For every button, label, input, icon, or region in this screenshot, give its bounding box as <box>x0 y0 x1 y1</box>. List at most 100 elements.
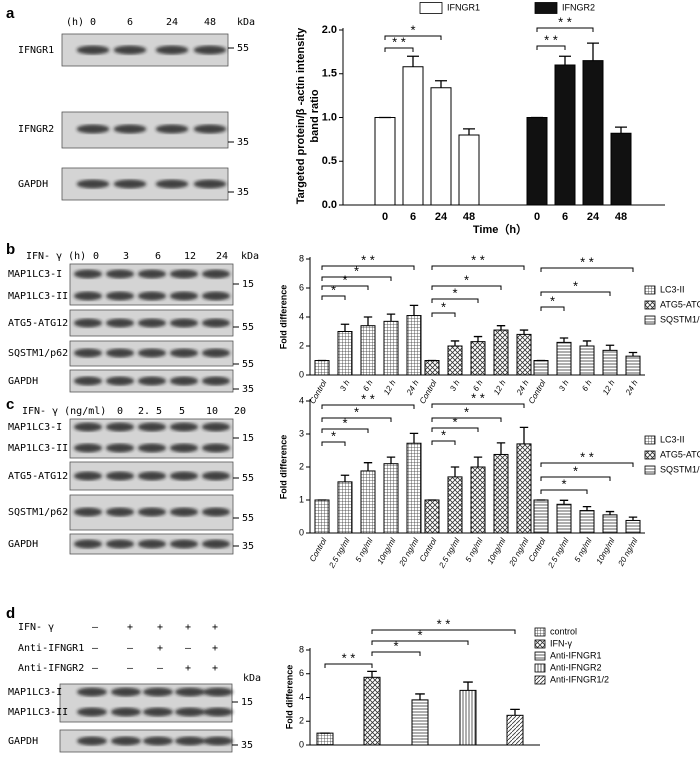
treatment-label: IFN- γ <box>18 622 54 633</box>
error-bar <box>450 466 460 477</box>
blot-band <box>77 707 107 717</box>
bar <box>406 315 422 376</box>
blot-row-label: ATG5-ATG12 <box>8 318 68 329</box>
blot-band <box>105 443 135 453</box>
significance-bracket <box>371 651 421 656</box>
blot-band <box>201 291 231 301</box>
blot-band <box>73 507 103 517</box>
y-tick-label: 8 <box>299 644 304 654</box>
blot-header: 2. 5 <box>138 406 162 417</box>
bar <box>424 360 440 376</box>
significance-bracket <box>540 462 634 467</box>
blot-band <box>76 179 110 189</box>
bar <box>383 320 399 376</box>
blot-band <box>73 291 103 301</box>
error-bar <box>450 340 460 346</box>
treatment-sign: – <box>157 663 164 674</box>
legend-label: Anti-IFNGR1/2 <box>550 674 609 684</box>
treatment-sign: – <box>92 622 99 633</box>
treatment-sign: + <box>185 663 191 674</box>
x-tick-label: 20 ng/ml <box>616 536 640 568</box>
blot-band <box>105 348 135 358</box>
blot-band <box>155 45 189 55</box>
kda-label: 15 <box>242 279 254 290</box>
blot-band <box>73 539 103 549</box>
blot-band <box>137 422 167 432</box>
significance-label: * <box>393 638 398 653</box>
y-tick-label: 2.0 <box>322 24 337 36</box>
legend-label: LC3-II <box>660 284 685 294</box>
x-tick-label: Control <box>527 378 548 405</box>
error-bar <box>496 442 506 455</box>
error-bar <box>367 670 377 678</box>
bar <box>516 443 532 534</box>
x-tick-label: 6 <box>562 211 568 223</box>
blot-band <box>155 124 189 134</box>
significance-bracket <box>540 489 588 494</box>
significance-bracket <box>431 427 479 432</box>
blot-header: 24 <box>216 251 228 262</box>
y-tick-label: 0 <box>299 527 304 537</box>
blot-band <box>105 291 135 301</box>
bar <box>556 341 572 376</box>
blot-header: 6 <box>155 251 161 262</box>
bar <box>360 470 376 534</box>
blot-row-label: IFNGR1 <box>18 45 54 56</box>
blot-row-label: SQSTM1/p62 <box>8 507 68 518</box>
x-tick-label: 24 h <box>623 378 639 397</box>
bar <box>533 499 549 534</box>
blot-band <box>73 422 103 432</box>
blot-band <box>111 687 141 697</box>
blot-band <box>73 318 103 328</box>
blot-band <box>111 707 141 717</box>
significance-bracket <box>321 404 415 409</box>
error-bar <box>628 351 638 357</box>
blot-band <box>203 707 233 717</box>
blot-header: 0 <box>93 251 99 262</box>
significance-label: * * <box>437 616 451 631</box>
significance-label: * <box>452 414 457 429</box>
legend-swatch <box>644 300 656 310</box>
bar <box>625 355 641 376</box>
y-axis-label: Fold difference <box>278 285 288 350</box>
x-tick-label: Control <box>308 378 329 405</box>
blot-band <box>137 269 167 279</box>
blot-band <box>169 376 199 386</box>
x-tick-label: 48 <box>615 211 627 223</box>
x-tick-label: 24 h <box>514 378 530 397</box>
blot-band <box>169 318 199 328</box>
error-bar <box>415 693 425 700</box>
error-bar <box>559 499 569 505</box>
x-tick-label: 6 <box>410 211 416 223</box>
blot-header: IFN- γ (h) <box>26 251 86 262</box>
significance-label: * * <box>558 14 572 29</box>
kda-label: 35 <box>242 384 254 395</box>
blot-band <box>113 45 147 55</box>
bar <box>610 132 632 206</box>
y-tick-label: 6 <box>299 282 304 292</box>
significance-bracket <box>371 629 516 634</box>
y-tick-label: 1.5 <box>322 68 337 80</box>
bar <box>314 360 330 376</box>
blot-band <box>203 736 233 746</box>
x-axis-label: Time（h） <box>473 223 527 236</box>
blot-band <box>175 687 205 697</box>
blot-band <box>143 687 173 697</box>
error-bar <box>605 510 615 515</box>
kda-label: 35 <box>237 137 249 148</box>
significance-label: * * <box>580 254 594 269</box>
legend-swatch <box>534 675 546 685</box>
blot-row-label: GAPDH <box>18 179 48 190</box>
treatment-label: Anti-IFNGR1 <box>18 643 84 654</box>
y-tick-label: 3 <box>299 428 304 438</box>
blot-band <box>105 422 135 432</box>
blot-band <box>137 348 167 358</box>
y-tick-label: 8 <box>299 253 304 263</box>
blot-band <box>143 736 173 746</box>
error-bar <box>340 474 350 482</box>
significance-bracket <box>321 428 369 433</box>
error-bar <box>363 462 373 471</box>
treatment-sign: – <box>127 643 134 654</box>
error-bar <box>463 128 475 135</box>
